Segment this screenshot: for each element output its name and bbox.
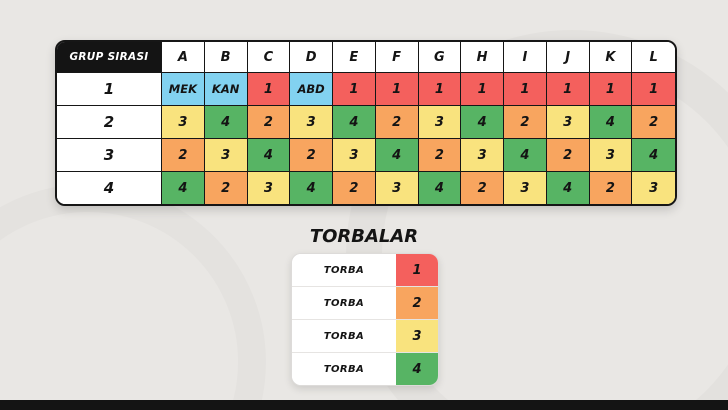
pot-row: TORBA 3 bbox=[292, 319, 438, 352]
column-header-e: E bbox=[333, 42, 376, 73]
group-cell: 1 bbox=[589, 73, 633, 106]
pot-number: 3 bbox=[396, 320, 438, 352]
group-cell: 3 bbox=[504, 172, 547, 204]
column-header-c: C bbox=[247, 42, 291, 73]
group-cell: 2 bbox=[204, 172, 248, 204]
group-cell: 3 bbox=[375, 172, 419, 204]
pot-label: TORBA bbox=[292, 320, 396, 352]
group-cell: 4 bbox=[504, 139, 547, 172]
group-cell: 1 bbox=[504, 73, 547, 106]
pot-row: TORBA 4 bbox=[292, 352, 438, 385]
group-cell: 1 bbox=[333, 73, 376, 106]
group-order-table: GRUP SIRASI A B C D E F G H I J K L 1 MEK KAN 1 ABD 1 1 1 1 1 1… bbox=[55, 40, 677, 206]
column-header-l: L bbox=[632, 42, 675, 73]
group-cell: 1 bbox=[546, 73, 590, 106]
group-cell: 4 bbox=[461, 106, 504, 139]
row-label-3: 3 bbox=[57, 139, 162, 172]
pots-title: TORBALAR bbox=[309, 226, 419, 247]
group-cell: 2 bbox=[632, 106, 675, 139]
group-cell: 4 bbox=[418, 172, 462, 204]
group-cell: 1 bbox=[632, 73, 675, 106]
row-label-1: 1 bbox=[57, 73, 162, 106]
pot-number: 4 bbox=[396, 353, 438, 385]
group-cell: 4 bbox=[247, 139, 291, 172]
column-header-k: K bbox=[589, 42, 633, 73]
column-header-i: I bbox=[504, 42, 547, 73]
group-cell: 2 bbox=[546, 139, 590, 172]
group-cell: 3 bbox=[204, 139, 248, 172]
group-cell: 3 bbox=[333, 139, 376, 172]
group-cell: 1 bbox=[418, 73, 462, 106]
group-cell: 3 bbox=[461, 139, 504, 172]
group-cell: 4 bbox=[333, 106, 376, 139]
group-cell: 3 bbox=[247, 172, 291, 204]
group-cell: 1 bbox=[461, 73, 504, 106]
column-header-f: F bbox=[375, 42, 419, 73]
group-cell: 2 bbox=[247, 106, 291, 139]
row-label-2: 2 bbox=[57, 106, 162, 139]
column-header-h: H bbox=[461, 42, 504, 73]
group-cell: MEK bbox=[162, 73, 205, 106]
group-cell: 2 bbox=[589, 172, 633, 204]
group-cell: 2 bbox=[418, 139, 462, 172]
group-cell: 2 bbox=[504, 106, 547, 139]
group-cell: 1 bbox=[247, 73, 291, 106]
group-header-title: GRUP SIRASI bbox=[57, 42, 162, 73]
pot-number: 1 bbox=[396, 254, 438, 286]
group-cell: 3 bbox=[290, 106, 333, 139]
group-cell: 4 bbox=[546, 172, 590, 204]
group-cell: 4 bbox=[204, 106, 248, 139]
group-cell: 4 bbox=[290, 172, 333, 204]
column-header-j: J bbox=[546, 42, 590, 73]
group-cell: 1 bbox=[375, 73, 419, 106]
group-cell: 3 bbox=[632, 172, 675, 204]
group-cell: 4 bbox=[375, 139, 419, 172]
pot-label: TORBA bbox=[292, 287, 396, 319]
group-cell: 3 bbox=[589, 139, 633, 172]
bottom-bar bbox=[0, 400, 728, 410]
column-header-a: A bbox=[162, 42, 205, 73]
group-cell: 2 bbox=[162, 139, 205, 172]
group-cell: 4 bbox=[162, 172, 205, 204]
column-header-b: B bbox=[204, 42, 248, 73]
group-cell: 2 bbox=[375, 106, 419, 139]
pot-label: TORBA bbox=[292, 254, 396, 286]
column-header-g: G bbox=[418, 42, 462, 73]
pot-number: 2 bbox=[396, 287, 438, 319]
row-label-4: 4 bbox=[57, 172, 162, 204]
group-cell: 2 bbox=[290, 139, 333, 172]
group-cell: KAN bbox=[204, 73, 248, 106]
group-cell: 3 bbox=[546, 106, 590, 139]
group-cell: 2 bbox=[333, 172, 376, 204]
group-cell: 4 bbox=[632, 139, 675, 172]
group-cell: ABD bbox=[290, 73, 333, 106]
group-cell: 3 bbox=[418, 106, 462, 139]
pot-label: TORBA bbox=[292, 353, 396, 385]
group-cell: 3 bbox=[162, 106, 205, 139]
group-cell: 2 bbox=[461, 172, 504, 204]
pots-table: TORBA 1 TORBA 2 TORBA 3 TORBA 4 bbox=[291, 253, 439, 386]
group-cell: 4 bbox=[589, 106, 633, 139]
pot-row: TORBA 1 bbox=[292, 254, 438, 286]
background-watermark-ring bbox=[0, 184, 266, 410]
column-header-d: D bbox=[290, 42, 333, 73]
pot-row: TORBA 2 bbox=[292, 286, 438, 319]
